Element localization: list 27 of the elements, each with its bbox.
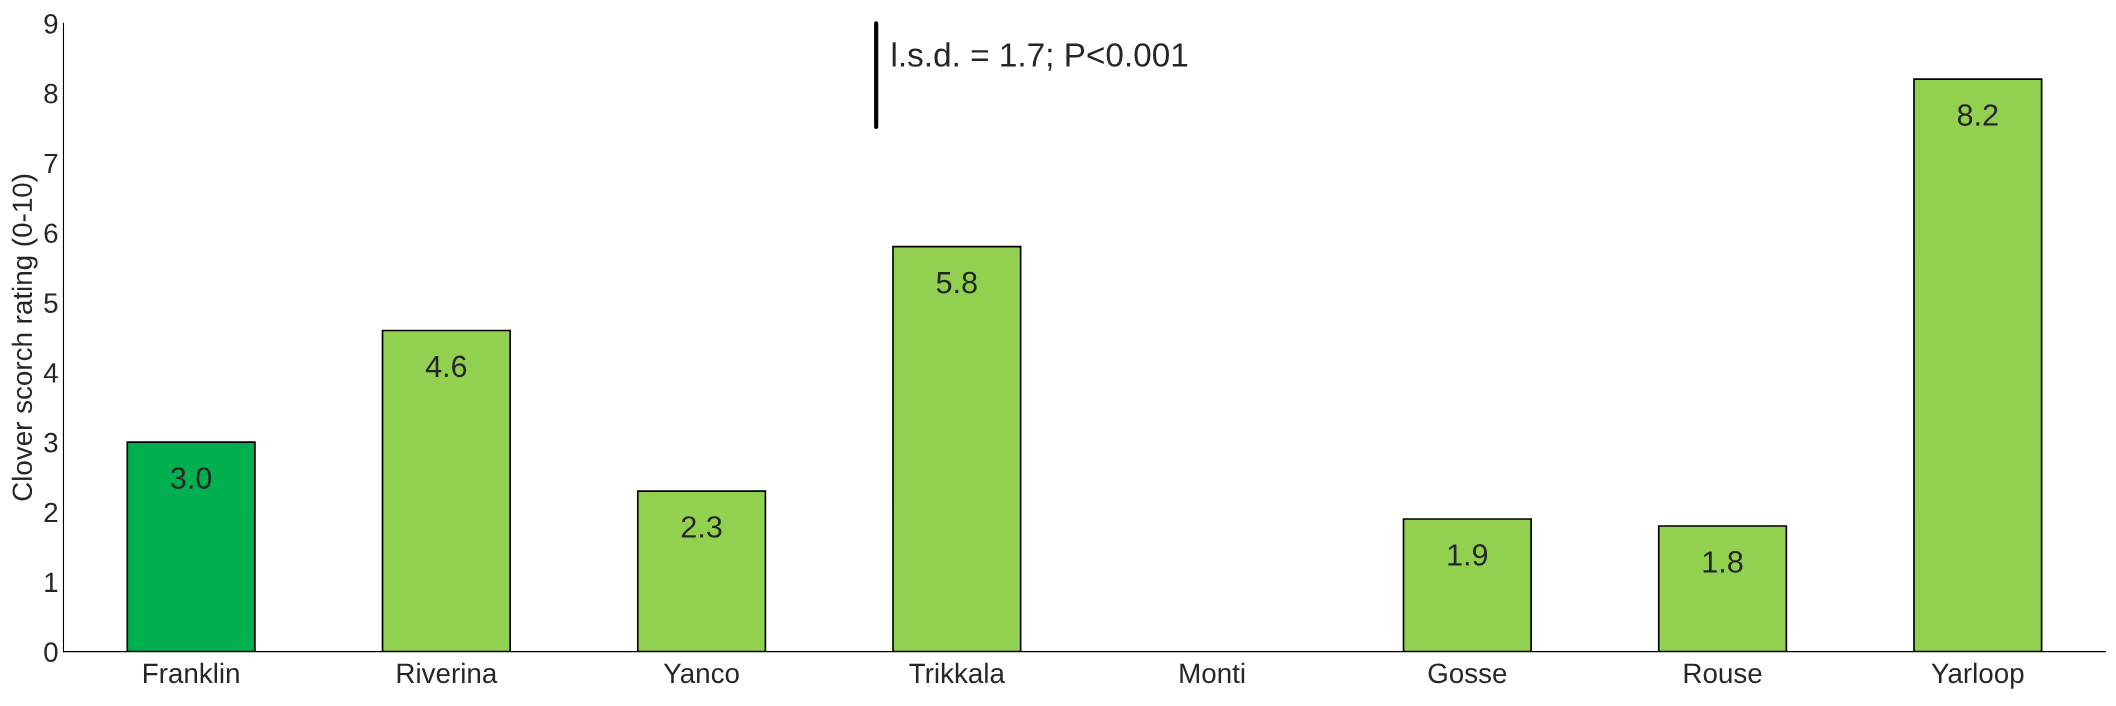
x-tick-label: Trikkala — [909, 662, 1005, 684]
x-tick-label: Gosse — [1428, 663, 1507, 684]
y-tick-label: 4 — [43, 363, 58, 383]
y-tick-label: 0 — [44, 642, 58, 662]
data-label: 4.6 — [425, 355, 467, 378]
y-tick-label: 6 — [44, 223, 58, 244]
y-tick-label: 2 — [44, 502, 58, 523]
data-label: 5.8 — [936, 271, 977, 294]
x-tick-label: Yanco — [663, 663, 739, 684]
annotation: l.s.d. = 1.7; P<0.001 — [892, 42, 1188, 71]
x-tick-label: Riverina — [397, 662, 498, 684]
x-tick-label: Rouse — [1684, 663, 1762, 684]
x-tick-label: Yarloop — [1931, 662, 2024, 689]
y-axis-title: Clover scorch rating (0-10) — [11, 174, 38, 501]
data-label: 2.3 — [681, 516, 722, 538]
y-tick-label: 7 — [44, 153, 58, 173]
y-tick-label: 5 — [44, 293, 58, 313]
data-label: 1.9 — [1448, 544, 1488, 566]
data-label: 3.0 — [171, 467, 212, 489]
y-tick-label: 8 — [44, 83, 58, 104]
x-tick-label: Monti — [1180, 662, 1245, 684]
y-tick-label: 3 — [44, 432, 58, 453]
data-label: 1.8 — [1703, 551, 1743, 573]
x-tick-label: Franklin — [143, 662, 239, 684]
data-label: 8.2 — [1957, 104, 1998, 126]
y-tick-label: 9 — [44, 13, 58, 34]
y-tick-label: 1 — [45, 572, 58, 592]
